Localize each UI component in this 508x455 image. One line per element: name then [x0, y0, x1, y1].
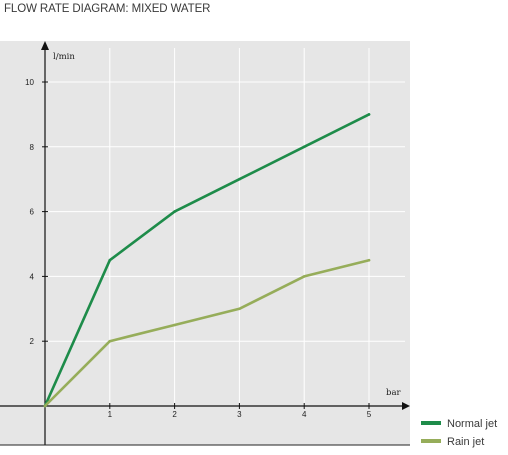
x-axis-label: bar [386, 388, 402, 398]
grid-layer [45, 48, 405, 406]
data-point-rain-jet-4 [302, 275, 306, 278]
y-tick-label-4: 4 [30, 272, 35, 281]
data-point-normal-jet-4 [302, 145, 306, 149]
x-tick-label-3: 3 [237, 410, 242, 419]
x-axis-arrow-icon [402, 402, 410, 410]
y-tick-label-2: 2 [30, 337, 35, 346]
x-tick-label-2: 2 [172, 410, 177, 419]
data-point-rain-jet-2 [173, 323, 176, 327]
data-point-rain-jet-3 [238, 307, 241, 311]
legend-label-normal-jet: Normal jet [447, 418, 497, 430]
x-tick-label-1: 1 [108, 410, 113, 419]
data-point-normal-jet-2 [173, 210, 176, 213]
data-point-rain-jet-1 [108, 339, 112, 343]
axes-layer [0, 41, 410, 446]
y-tick-label-10: 10 [25, 78, 34, 87]
data-point-normal-jet-5 [367, 113, 371, 116]
y-tick-label-6: 6 [30, 208, 35, 217]
y-axis-label: l/min [53, 52, 75, 62]
x-tick-label-4: 4 [302, 410, 307, 419]
legend: Normal jet Rain jet [421, 418, 497, 448]
series-line-rain-jet [43, 258, 371, 408]
x-tick-label-5: 5 [367, 410, 372, 419]
legend-label-rain-jet: Rain jet [447, 436, 484, 448]
series-layer [43, 113, 371, 408]
data-point-rain-jet-0 [43, 404, 47, 408]
labels-layer: 1 2 3 4 5 2 4 6 8 10 l/min bar [25, 52, 401, 419]
chart-title: FLOW RATE DIAGRAM: MIXED WATER [4, 3, 211, 15]
y-axis-arrow-icon [41, 41, 49, 50]
data-point-normal-jet-3 [238, 177, 241, 181]
data-point-rain-jet-5 [367, 258, 371, 262]
y-tick-label-8: 8 [30, 143, 35, 152]
data-point-normal-jet-1 [108, 258, 112, 262]
plot-background [0, 41, 410, 445]
series-line-normal-jet [43, 113, 371, 408]
